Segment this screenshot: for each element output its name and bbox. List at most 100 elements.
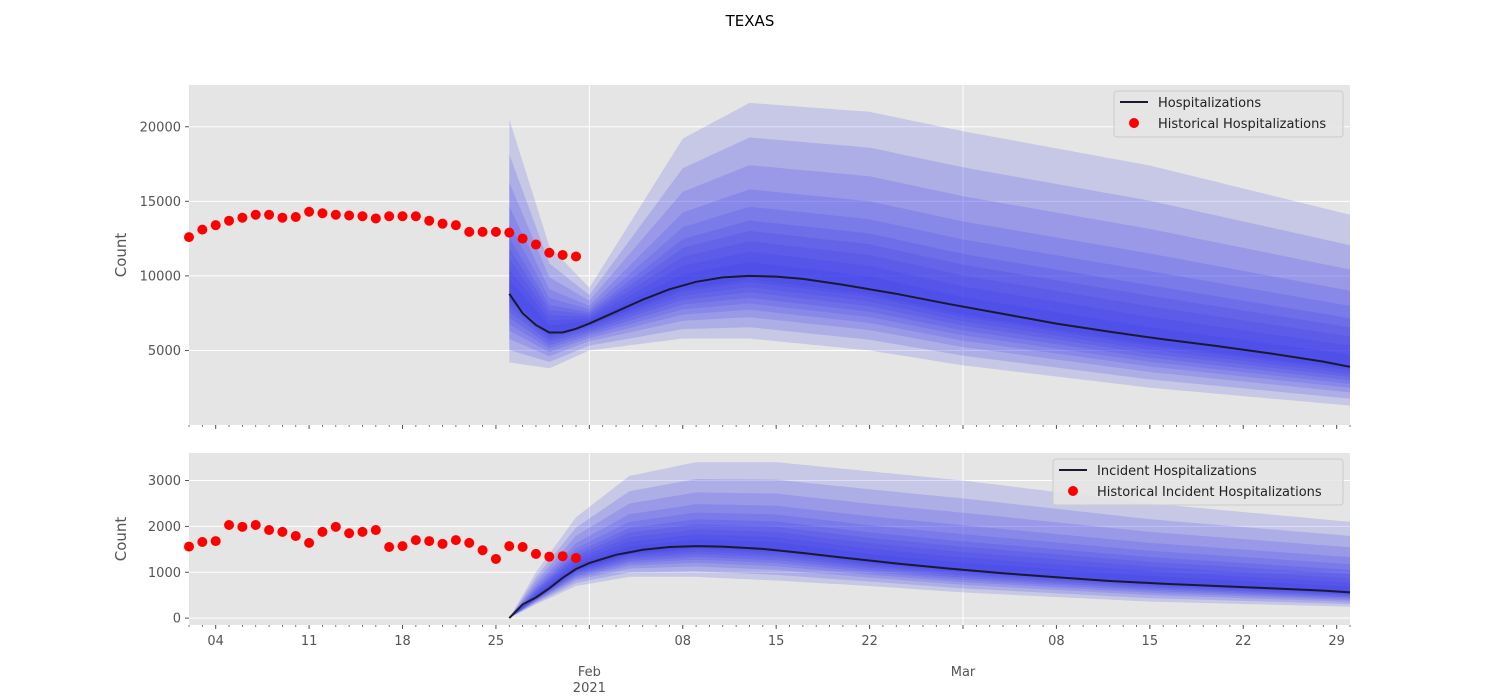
historical-point — [317, 526, 328, 537]
historical-point — [344, 210, 355, 221]
historical-point — [304, 206, 315, 217]
historical-point — [210, 536, 221, 547]
historical-point — [290, 531, 301, 542]
fan-band-2 — [509, 492, 1350, 619]
historical-point — [450, 535, 461, 546]
x-month-label: Mar — [951, 665, 976, 680]
y-tick-label: 5000 — [148, 344, 181, 359]
historical-point — [544, 551, 555, 562]
historical-point — [571, 251, 581, 262]
x-tick-label: 11 — [301, 634, 318, 649]
legend-entry-historical: Historical Hospitalizations — [1158, 117, 1326, 132]
historical-point — [184, 232, 194, 243]
x-tick-marks — [188, 625, 1351, 629]
historical-point — [424, 536, 435, 547]
historical-point — [477, 545, 488, 556]
historical-point — [530, 239, 541, 250]
x-tick-label: 08 — [674, 634, 691, 649]
x-tick-label: 08 — [1048, 634, 1065, 649]
y-tick-label: 10000 — [140, 269, 181, 284]
median-line — [508, 545, 1351, 619]
fan-band-3 — [509, 189, 1350, 388]
fan-band-0 — [509, 462, 1350, 619]
historical-point — [210, 220, 221, 231]
y-tick-label: 15000 — [140, 195, 181, 210]
x-tick-label: 04 — [207, 634, 224, 649]
x-tick-label: 18 — [394, 634, 411, 649]
fan-band-6 — [509, 230, 1350, 377]
historical-point — [317, 208, 328, 219]
fan-band-0 — [509, 102, 1350, 406]
x-year-label: 2021 — [573, 681, 606, 696]
median-line — [508, 274, 1351, 368]
historical-point — [277, 526, 288, 537]
y-axis: 5000 10000 15000 20000 Count — [112, 120, 189, 359]
historical-point — [237, 521, 248, 532]
legend-box — [1113, 90, 1344, 138]
historical-point — [304, 537, 315, 548]
x-tick-label: 15 — [768, 634, 785, 649]
historical-points — [184, 520, 581, 564]
y-tick-label: 20000 — [140, 120, 181, 135]
historical-points — [184, 206, 581, 262]
historical-point — [517, 233, 528, 244]
historical-point — [490, 226, 501, 237]
historical-point — [544, 247, 555, 258]
legend: Hospitalizations Historical Hospitalizati… — [1113, 90, 1344, 138]
historical-point — [490, 553, 501, 564]
fan-band-7 — [509, 241, 1350, 374]
hospitalizations-panel: 5000 10000 15000 20000 Count Hospitalizations… — [112, 85, 1351, 429]
legend: Incident Hospitalizations Historical Inci… — [1052, 458, 1344, 506]
legend-entry-median: Incident Hospitalizations — [1097, 464, 1257, 479]
legend-point-swatch — [1068, 486, 1078, 496]
fan-band-6 — [509, 524, 1350, 619]
y-tick-label: 3000 — [148, 474, 181, 489]
x-tick-label: 22 — [1235, 634, 1252, 649]
historical-point — [557, 250, 568, 260]
historical-point — [250, 520, 261, 531]
historical-point — [370, 525, 381, 536]
fan-band-1 — [509, 137, 1350, 399]
historical-point — [384, 211, 395, 222]
historical-point — [477, 226, 488, 237]
historical-point — [357, 211, 368, 222]
y-axis-label: Count — [112, 233, 130, 278]
historical-point — [397, 211, 408, 222]
historical-point — [437, 218, 448, 229]
historical-point — [397, 541, 408, 552]
legend-entry-historical: Historical Incident Hospitalizations — [1097, 485, 1322, 500]
x-tick-marks — [188, 425, 1351, 429]
historical-point — [437, 538, 448, 549]
fan-band-3 — [509, 504, 1350, 619]
historical-point — [197, 224, 208, 235]
historical-point — [410, 535, 421, 546]
historical-point — [370, 213, 381, 224]
y-tick-label: 1000 — [148, 566, 181, 581]
historical-point — [330, 209, 341, 220]
y-axis-label: Count — [112, 517, 130, 562]
historical-point — [517, 542, 528, 553]
historical-point — [264, 209, 275, 220]
legend-box — [1052, 458, 1344, 506]
historical-point — [250, 209, 261, 220]
historical-point — [237, 212, 248, 223]
historical-point — [464, 537, 475, 548]
x-month-label: Feb — [578, 665, 601, 680]
historical-point — [450, 220, 461, 231]
fan-band-4 — [509, 512, 1350, 619]
historical-point — [410, 211, 421, 222]
y-tick-label: 2000 — [148, 520, 181, 535]
figure-title: TEXAS — [725, 12, 775, 30]
historical-point — [557, 551, 568, 562]
legend-point-swatch — [1129, 118, 1139, 128]
historical-point — [530, 548, 541, 559]
x-tick-label: 15 — [1142, 634, 1159, 649]
historical-point — [504, 541, 515, 552]
historical-point — [184, 541, 194, 552]
incident-hospitalizations-panel: 0 1000 2000 3000 Count Incident Hospitalizati… — [112, 453, 1351, 629]
fan-band-5 — [509, 519, 1350, 619]
historical-point — [504, 227, 515, 238]
y-axis: 0 1000 2000 3000 Count — [112, 474, 189, 627]
y-tick-label: 0 — [173, 612, 181, 627]
